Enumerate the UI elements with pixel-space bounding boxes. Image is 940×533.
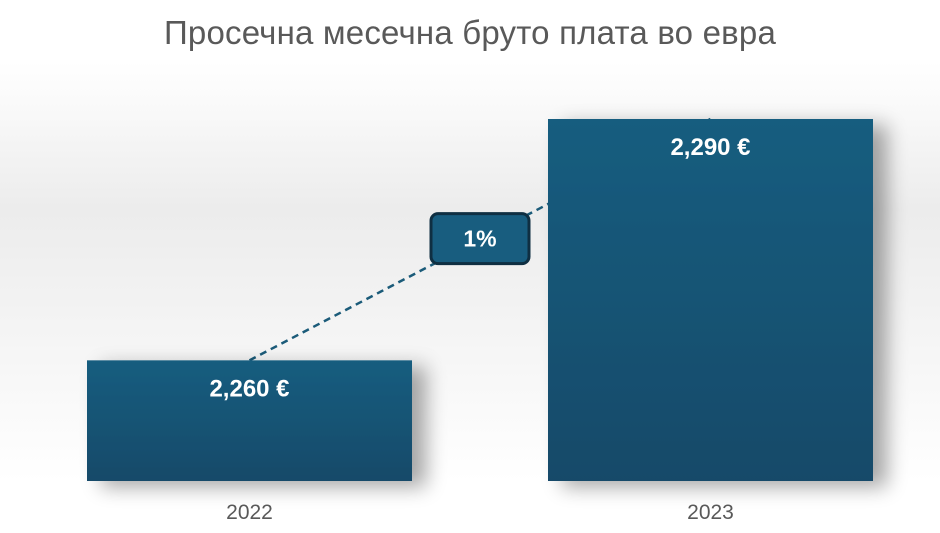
bar-2022 bbox=[87, 360, 412, 481]
change-badge-label: 1% bbox=[463, 226, 496, 252]
x-tick-label-2023: 2023 bbox=[687, 501, 734, 524]
bar-2023 bbox=[548, 119, 873, 481]
change-badge bbox=[429, 212, 531, 266]
data-label-2023: 2,290 € bbox=[670, 134, 750, 161]
chart-title: Просечна месечна бруто плата во евра bbox=[164, 14, 776, 51]
data-label-2022: 2,260 € bbox=[209, 375, 289, 402]
x-tick-label-2022: 2022 bbox=[226, 501, 273, 524]
